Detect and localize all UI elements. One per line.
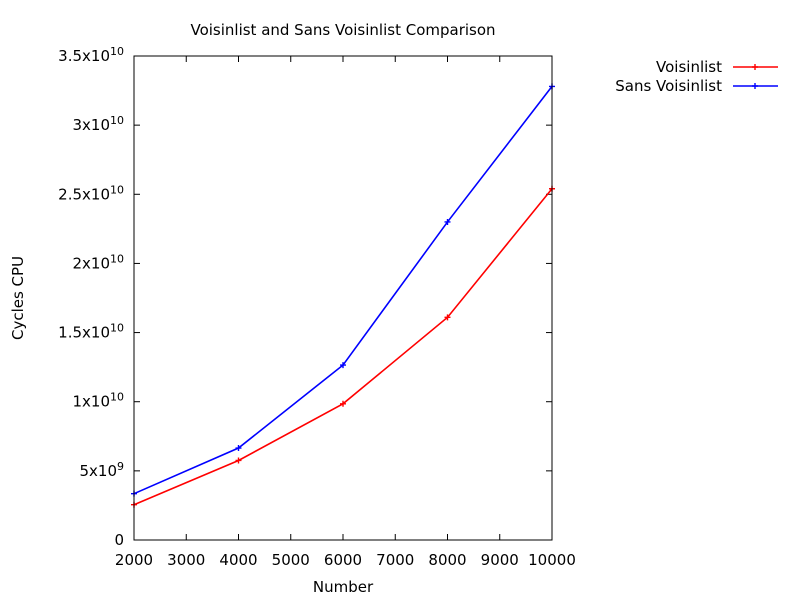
series-point-voisinlist bbox=[235, 457, 242, 464]
x-tick-label: 6000 bbox=[324, 551, 362, 569]
series-point-voisinlist bbox=[340, 400, 346, 407]
axis-ticks: 2000 3000 4000 5000 6000 7000 8000 9000 10000 0 5x… bbox=[58, 45, 576, 569]
x-tick-label: 7000 bbox=[376, 551, 414, 569]
plot-frame bbox=[133, 55, 553, 541]
y-tick-label: 5x109 bbox=[79, 460, 124, 480]
y-tick-label: 3x1010 bbox=[72, 114, 124, 134]
x-tick-label: 10000 bbox=[528, 551, 576, 569]
legend-marker-voisinlist bbox=[752, 64, 758, 70]
legend-marker-sans-voisinlist bbox=[752, 83, 758, 89]
series-point-sans-voisinlist bbox=[444, 218, 451, 225]
x-tick-label: 9000 bbox=[481, 551, 519, 569]
series-point-sans-voisinlist bbox=[340, 362, 346, 369]
x-tick-label: 8000 bbox=[428, 551, 466, 569]
y-tick-label: 0 bbox=[114, 531, 124, 549]
legend-label-voisinlist: Voisinlist bbox=[656, 58, 722, 76]
y-axis-label: Cycles CPU bbox=[9, 256, 27, 340]
x-tick-label: 3000 bbox=[167, 551, 205, 569]
series-line-voisinlist bbox=[133, 188, 553, 506]
series-point-voisinlist bbox=[444, 314, 451, 321]
y-tick-label: 1x1010 bbox=[72, 391, 124, 411]
chart-title: Voisinlist and Sans Voisinlist Compariso… bbox=[190, 21, 495, 39]
series-point-sans-voisinlist bbox=[235, 445, 242, 452]
x-tick-label: 2000 bbox=[115, 551, 153, 569]
legend-label-sans-voisinlist: Sans Voisinlist bbox=[615, 77, 722, 95]
y-tick-label: 2x1010 bbox=[72, 252, 124, 272]
x-axis-label: Number bbox=[313, 578, 374, 596]
series-line-sans-voisinlist bbox=[133, 85, 553, 495]
y-tick-label: 2.5x1010 bbox=[58, 183, 124, 203]
data-series bbox=[131, 83, 555, 508]
x-tick-label: 4000 bbox=[219, 551, 257, 569]
x-tick-label: 5000 bbox=[272, 551, 310, 569]
y-tick-label: 1.5x1010 bbox=[58, 322, 124, 342]
y-tick-label: 3.5x1010 bbox=[58, 45, 124, 65]
